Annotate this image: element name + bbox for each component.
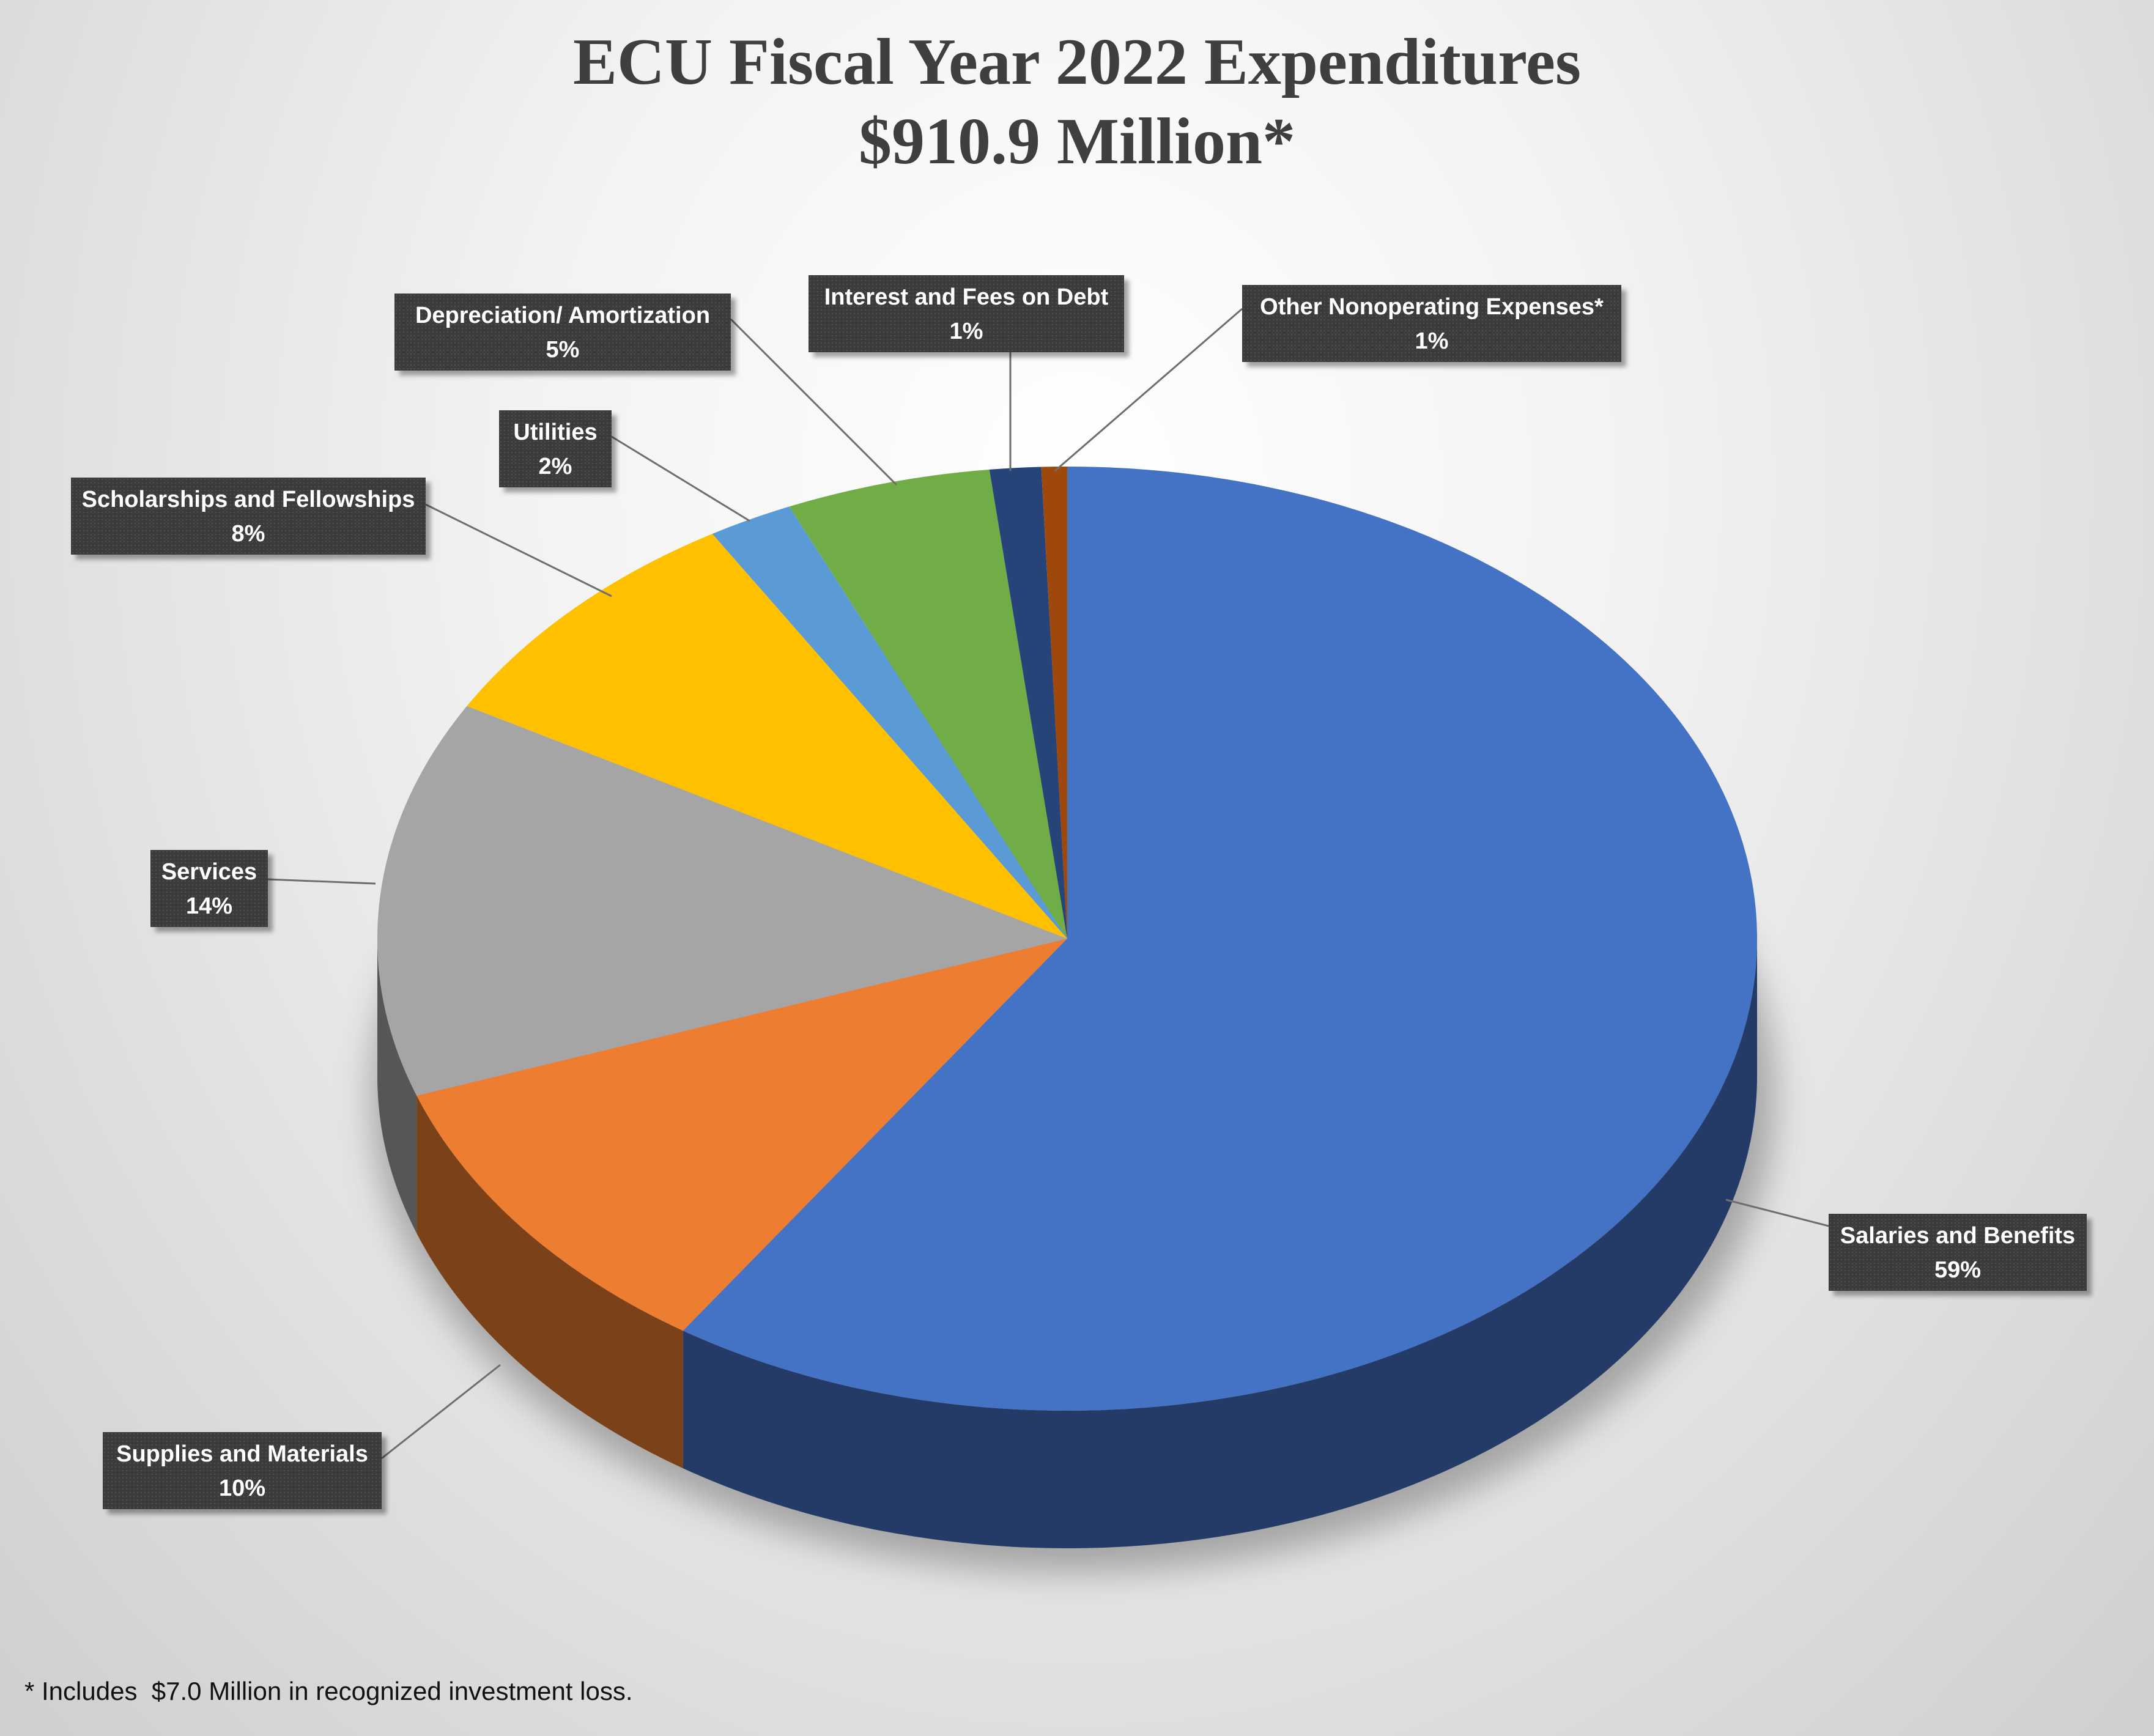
data-label-percent: 59% — [1934, 1257, 1982, 1283]
pie-side-salaries-and-benefits — [683, 939, 1757, 1548]
data-label-depreciation-amortization: Depreciation/ Amortization 5% — [394, 294, 731, 371]
leader-line-supplies-and-materials — [381, 1364, 501, 1460]
data-label-interest-and-fees-on-debt: Interest and Fees on Debt 1% — [809, 275, 1124, 352]
data-label-name: Other Nonoperating Expenses* — [1260, 294, 1604, 320]
pie-side-services — [377, 939, 417, 1233]
data-label-percent: 5% — [546, 337, 580, 363]
leader-line-salaries-and-benefits — [1725, 1199, 1829, 1227]
data-label-percent: 14% — [185, 893, 233, 919]
pie-slice-utilities — [712, 506, 1067, 939]
data-label-utilities: Utilities 2% — [499, 410, 612, 487]
data-label-name: Services — [161, 859, 257, 885]
data-label-other-nonoperating-expenses: Other Nonoperating Expenses* 1% — [1242, 285, 1621, 362]
data-label-percent: 8% — [231, 521, 265, 547]
data-label-supplies-and-materials: Supplies and Materials 10% — [103, 1432, 382, 1509]
leader-line-other-nonoperating-expenses — [1054, 308, 1243, 472]
pie-slice-interest-and-fees-on-debt — [989, 467, 1067, 939]
pie-slice-scholarships-and-fellowships — [467, 534, 1067, 939]
data-label-percent: 1% — [1415, 328, 1449, 354]
data-label-name: Utilities — [513, 419, 598, 445]
data-label-percent: 2% — [538, 454, 572, 479]
pie-slice-salaries-and-benefits — [683, 467, 1757, 1411]
pie-slice-supplies-and-materials — [416, 939, 1067, 1331]
pie-slice-other-nonoperating-expenses — [1041, 466, 1067, 939]
chart-title: ECU Fiscal Year 2022 Expenditures — [572, 26, 1582, 98]
leader-line-depreciation-amortization — [730, 318, 898, 486]
leader-line-scholarships-and-fellowships — [425, 503, 612, 597]
pie-slice-services — [377, 706, 1067, 1096]
pie-side-supplies-and-materials — [416, 1095, 683, 1469]
data-label-percent: 10% — [218, 1476, 266, 1501]
leader-line-utilities — [611, 435, 750, 522]
data-label-name: Supplies and Materials — [116, 1441, 368, 1467]
data-label-name: Interest and Fees on Debt — [824, 284, 1109, 310]
chart-subtitle: $910.9 Million* — [858, 105, 1296, 178]
data-label-name: Scholarships and Fellowships — [81, 487, 415, 512]
footnote: * Includes $7.0 Million in recognized in… — [24, 1677, 633, 1705]
data-label-services: Services 14% — [150, 850, 268, 927]
data-label-salaries-and-benefits: Salaries and Benefits 59% — [1829, 1214, 2087, 1291]
pie-slice-depreciation-amortization — [789, 469, 1067, 939]
data-label-percent: 1% — [949, 319, 983, 344]
data-label-name: Depreciation/ Amortization — [415, 303, 711, 328]
data-label-scholarships-and-fellowships: Scholarships and Fellowships 8% — [71, 478, 426, 555]
data-label-name: Salaries and Benefits — [1840, 1223, 2076, 1249]
leader-line-services — [267, 878, 376, 885]
